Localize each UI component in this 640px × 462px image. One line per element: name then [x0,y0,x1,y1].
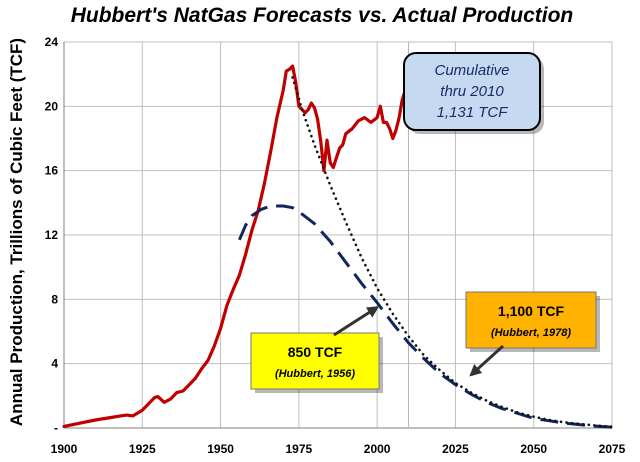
x-tick-label: 1925 [129,442,156,456]
hubbert-1978-forecast-line [291,76,614,428]
annotation-source: (Hubbert, 1978) [491,327,571,339]
annotations: Cumulative thru 2010 1,131 TCF 850 TCF (Hubb… [250,52,600,393]
annotation-text: thru 2010 [440,83,504,100]
y-tick-label: 16 [45,164,59,178]
x-tick-label: 1950 [207,442,234,456]
y-tick-label: 20 [45,99,59,113]
y-tick-label: 4 [51,357,58,371]
annotation-source: (Hubbert, 1956) [275,368,355,380]
y-tick-label: 12 [45,228,59,242]
x-tick-label: 2075 [599,442,626,456]
x-tick-label: 2000 [364,442,391,456]
x-tick-label: 2050 [520,442,547,456]
annotation-box [403,52,541,131]
tick-labels: - 4 8 12 16 20 24 1900 1925 1950 1975 2000 2025 2050 2… [45,35,626,456]
annotation-text: Cumulative [434,62,509,79]
annotation-value: 850 TCF [288,344,343,360]
x-tick-label: 1975 [286,442,313,456]
annotation-box [465,291,597,349]
x-tick-label: 1900 [51,442,78,456]
hubbert-1956-label: 850 TCF (Hubbert, 1956) [250,306,383,393]
annotation-text: 1,131 TCF [437,104,509,121]
y-tick-label: 8 [51,292,58,306]
annotation-value: 1,100 TCF [498,303,565,319]
cumulative-note: Cumulative thru 2010 1,131 TCF [403,52,544,134]
actual-production-line [62,64,411,428]
hubbert-1956-forecast-line [238,204,613,429]
annotation-arrow [333,306,380,337]
chart-title: Hubbert's NatGas Forecasts vs. Actual Pr… [71,4,574,27]
y-axis-title: Annual Production, Trillions of Cubic Fe… [7,38,26,426]
y-tick-label: - [54,421,58,435]
annotation-arrow [469,344,505,377]
hubbert-1978-label: 1,100 TCF (Hubbert, 1978) [465,291,600,377]
series-group [62,64,614,429]
annotation-box [250,332,380,390]
y-tick-label: 24 [45,35,59,49]
x-tick-label: 2025 [442,442,469,456]
